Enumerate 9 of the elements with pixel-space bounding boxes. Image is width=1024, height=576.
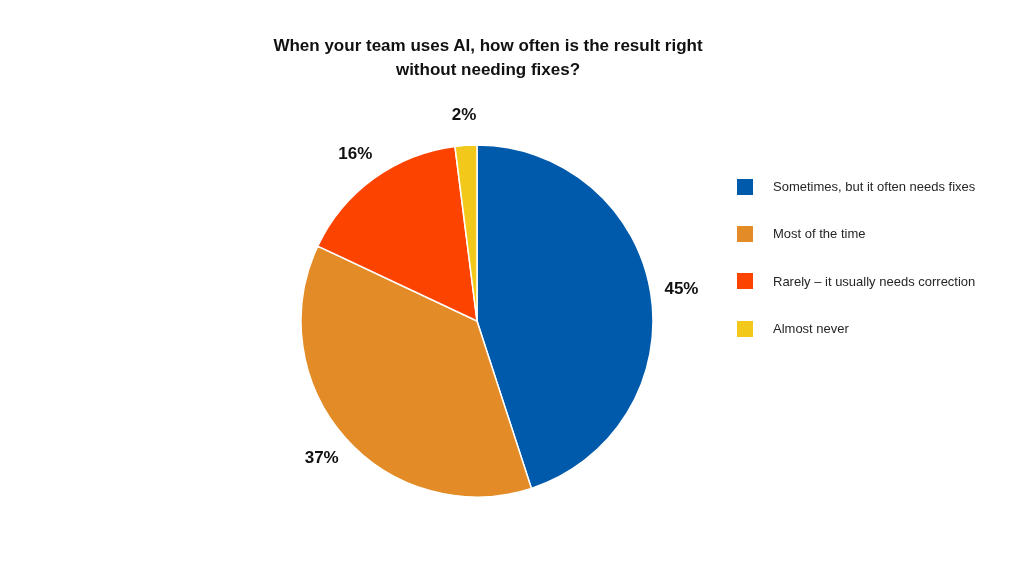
legend-label: Rarely – it usually needs correction — [773, 273, 976, 289]
legend-label: Most of the time — [773, 226, 866, 242]
data-label: 16% — [338, 144, 373, 164]
legend-label: Sometimes, but it often needs fixes — [773, 179, 976, 195]
data-label: 37% — [304, 448, 339, 468]
data-label: 2% — [451, 104, 477, 124]
data-label: 45% — [664, 279, 699, 299]
chart-title: When your team uses AI, how often is the result right without needing fixes? — [272, 35, 704, 81]
legend-label: Almost never — [773, 321, 849, 337]
